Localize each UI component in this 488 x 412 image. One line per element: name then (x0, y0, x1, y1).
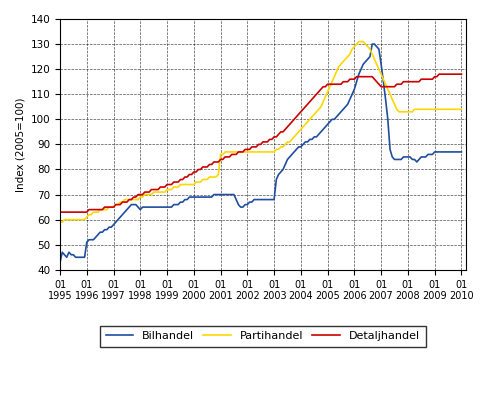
Partihandel (458, 107, 464, 112)
Bilhandel (168, 205, 174, 210)
Line: Detaljhandel: Detaljhandel (60, 74, 461, 212)
Partihandel (355, 39, 361, 44)
Detaljhandel (435, 72, 441, 77)
Partihandel (117, 200, 123, 205)
Detaljhandel (250, 145, 256, 150)
Detaljhandel (90, 207, 96, 212)
Partihandel (90, 210, 96, 215)
Partihandel (168, 187, 174, 192)
Bilhandel (57, 260, 63, 265)
Detaljhandel (117, 202, 123, 207)
Partihandel (391, 102, 397, 107)
Legend: Bilhandel, Partihandel, Detaljhandel: Bilhandel, Partihandel, Detaljhandel (100, 325, 425, 346)
Detaljhandel (458, 72, 464, 77)
Detaljhandel (57, 210, 63, 215)
Partihandel (57, 220, 63, 225)
Bilhandel (117, 215, 123, 220)
Bilhandel (250, 197, 256, 202)
Bilhandel (368, 42, 374, 47)
Bilhandel (90, 237, 96, 242)
Y-axis label: Index (2005=100): Index (2005=100) (15, 97, 25, 192)
Bilhandel (458, 150, 464, 154)
Line: Bilhandel: Bilhandel (60, 44, 461, 262)
Bilhandel (248, 200, 254, 205)
Detaljhandel (168, 182, 174, 187)
Line: Partihandel: Partihandel (60, 42, 461, 222)
Partihandel (248, 150, 254, 154)
Partihandel (250, 150, 256, 154)
Detaljhandel (248, 145, 254, 150)
Detaljhandel (388, 84, 394, 89)
Bilhandel (391, 157, 397, 162)
